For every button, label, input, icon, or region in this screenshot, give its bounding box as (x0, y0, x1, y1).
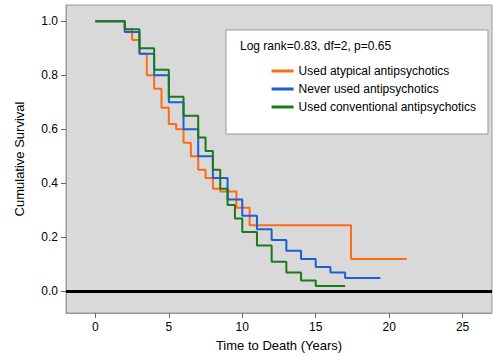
svg-text:0.8: 0.8 (41, 68, 58, 82)
svg-text:Cumulative Survival: Cumulative Survival (12, 101, 27, 216)
svg-text:0.2: 0.2 (41, 230, 58, 244)
svg-text:Never used antipsychotics: Never used antipsychotics (299, 82, 439, 96)
svg-text:Used conventional antipsychoti: Used conventional antipsychotics (299, 100, 476, 114)
svg-text:15: 15 (309, 320, 323, 334)
svg-text:Time to Death (Years): Time to Death (Years) (216, 338, 342, 353)
svg-text:0.6: 0.6 (41, 122, 58, 136)
svg-text:5: 5 (165, 320, 172, 334)
svg-text:20: 20 (382, 320, 396, 334)
svg-text:0: 0 (92, 320, 99, 334)
svg-text:0.0: 0.0 (41, 284, 58, 298)
svg-text:25: 25 (456, 320, 470, 334)
svg-text:0.4: 0.4 (41, 176, 58, 190)
svg-text:Used atypical antipsychotics: Used atypical antipsychotics (299, 64, 450, 78)
svg-text:1.0: 1.0 (41, 14, 58, 28)
svg-text:10: 10 (236, 320, 250, 334)
svg-text:Log rank=0.83, df=2, p=0.65: Log rank=0.83, df=2, p=0.65 (240, 39, 391, 53)
